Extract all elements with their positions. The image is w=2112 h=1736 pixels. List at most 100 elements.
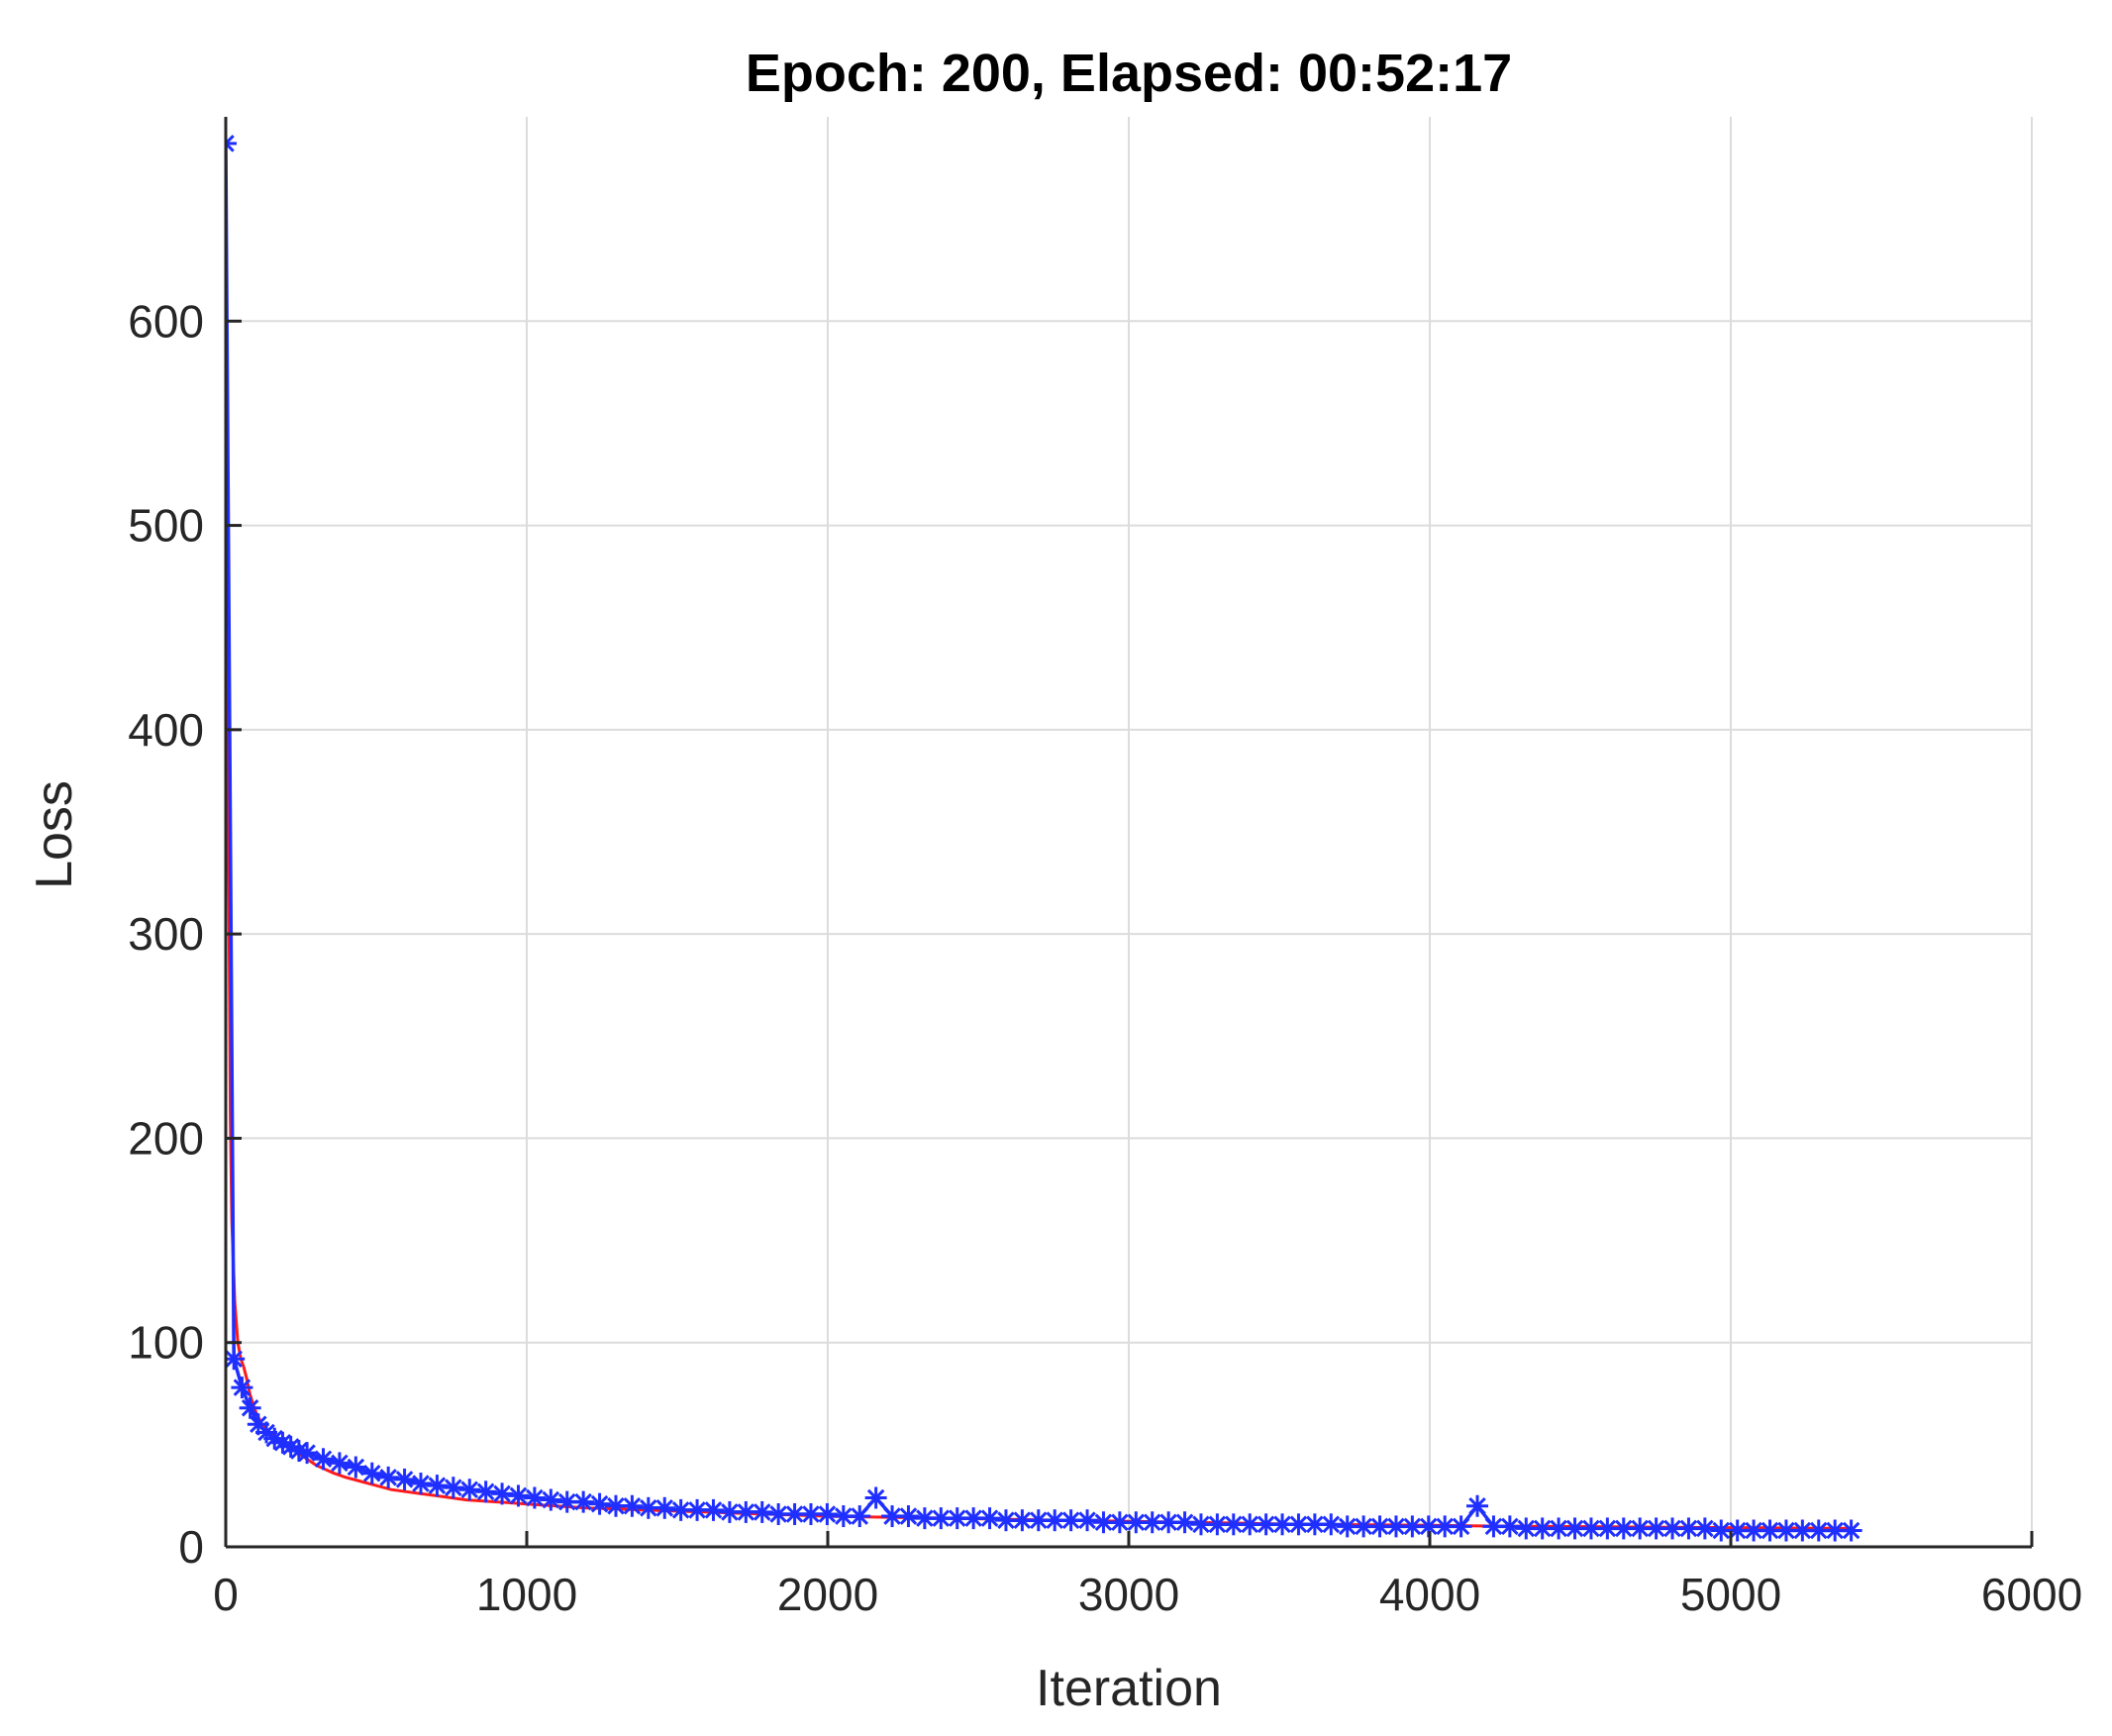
data-point — [1466, 1494, 1489, 1517]
marker-stroke — [1533, 1519, 1552, 1538]
marker-stroke — [1403, 1517, 1422, 1536]
marker-stroke — [1728, 1521, 1747, 1540]
marker-stroke — [1061, 1511, 1080, 1529]
data-point — [735, 1500, 757, 1523]
marker-stroke — [1550, 1519, 1567, 1538]
marker-stroke — [347, 1458, 365, 1477]
marker-stroke — [265, 1429, 284, 1448]
marker-stroke — [899, 1507, 918, 1525]
marker-stroke — [721, 1503, 739, 1521]
data-point — [572, 1490, 595, 1513]
marker-stroke — [655, 1499, 673, 1517]
marker-stroke — [835, 1507, 853, 1525]
data-point — [978, 1507, 1001, 1530]
data-point — [1612, 1517, 1635, 1540]
y-axis-label: Loss — [26, 780, 83, 889]
data-point — [588, 1492, 611, 1515]
marker-stroke — [1810, 1521, 1828, 1540]
data-point — [1579, 1517, 1602, 1540]
marker-stroke — [769, 1505, 787, 1523]
data-point — [239, 1396, 261, 1419]
data-point — [864, 1486, 887, 1509]
marker-stroke — [273, 1434, 292, 1452]
marker-stroke — [1094, 1513, 1113, 1532]
data-point — [442, 1477, 464, 1499]
marker-stroke — [1452, 1517, 1470, 1536]
marker-stroke — [802, 1505, 820, 1523]
marker-stroke — [1745, 1521, 1762, 1540]
data-point — [540, 1488, 562, 1511]
marker-stroke — [1387, 1517, 1405, 1536]
y-tick-label: 400 — [128, 704, 204, 756]
marker-stroke — [1679, 1519, 1698, 1538]
data-point — [1076, 1509, 1099, 1532]
x-tick-label: 6000 — [1981, 1569, 2082, 1620]
marker-stroke — [1127, 1513, 1146, 1532]
series-line — [226, 143, 1852, 1533]
data-point — [881, 1505, 904, 1528]
marker-stroke — [226, 135, 235, 146]
data-point — [226, 132, 237, 154]
marker-stroke — [1615, 1519, 1633, 1538]
marker-stroke — [1306, 1515, 1324, 1534]
data-point — [621, 1494, 644, 1517]
marker-stroke — [818, 1505, 837, 1523]
marker-stroke — [379, 1469, 397, 1486]
marker-stroke — [1420, 1517, 1438, 1536]
data-point — [1336, 1515, 1358, 1538]
data-point — [1173, 1511, 1196, 1534]
marker-stroke — [1225, 1515, 1243, 1534]
marker-stroke — [1175, 1513, 1194, 1532]
marker-stroke — [1565, 1519, 1584, 1538]
marker-stroke — [964, 1509, 982, 1527]
marker-stroke — [671, 1501, 690, 1519]
marker-stroke — [1273, 1515, 1291, 1534]
marker-stroke — [1046, 1511, 1063, 1529]
x-tick-label: 5000 — [1680, 1569, 1781, 1620]
series-line — [226, 137, 1852, 1530]
marker-stroke — [412, 1475, 430, 1492]
data-point — [1498, 1515, 1521, 1538]
marker-stroke — [428, 1477, 447, 1494]
tick-labels: 0 1000 2000 3000 4000 5000 6000 0 100 200 300 400 50… — [128, 295, 2082, 1620]
y-tick-label: 500 — [128, 500, 204, 552]
marker-stroke — [980, 1509, 999, 1527]
data-point — [1531, 1517, 1554, 1540]
marker-stroke — [737, 1503, 755, 1521]
marker-stroke — [331, 1454, 349, 1473]
marker-stroke — [1078, 1511, 1096, 1529]
x-axis-label: Iteration — [1036, 1660, 1222, 1717]
series-layer — [226, 132, 1862, 1542]
data-point — [296, 1442, 319, 1465]
marker-stroke — [362, 1464, 381, 1482]
marker-stroke — [226, 1350, 243, 1368]
marker-stroke — [526, 1488, 544, 1507]
marker-stroke — [1484, 1517, 1503, 1536]
data-point — [1255, 1513, 1277, 1536]
x-tick-label: 1000 — [476, 1569, 577, 1620]
marker-stroke — [785, 1505, 804, 1523]
marker-stroke — [607, 1496, 625, 1515]
data-point — [426, 1475, 449, 1497]
data-point — [1548, 1517, 1570, 1540]
marker-stroke — [1842, 1521, 1861, 1540]
marker-stroke — [623, 1496, 642, 1515]
marker-stroke — [476, 1482, 495, 1501]
marker-stroke — [997, 1511, 1015, 1529]
data-point — [328, 1452, 351, 1475]
marker-stroke — [1712, 1521, 1731, 1540]
marker-stroke — [1631, 1519, 1649, 1538]
data-point — [345, 1456, 367, 1479]
marker-stroke — [226, 141, 235, 153]
marker-stroke — [1241, 1515, 1258, 1534]
data-point — [231, 1377, 253, 1399]
data-point — [360, 1462, 383, 1484]
data-point — [491, 1482, 514, 1505]
data-point — [1726, 1519, 1749, 1542]
marker-stroke — [1582, 1519, 1600, 1538]
marker-stroke — [851, 1507, 868, 1525]
marker-stroke — [1289, 1515, 1308, 1534]
marker-stroke — [1517, 1519, 1536, 1538]
